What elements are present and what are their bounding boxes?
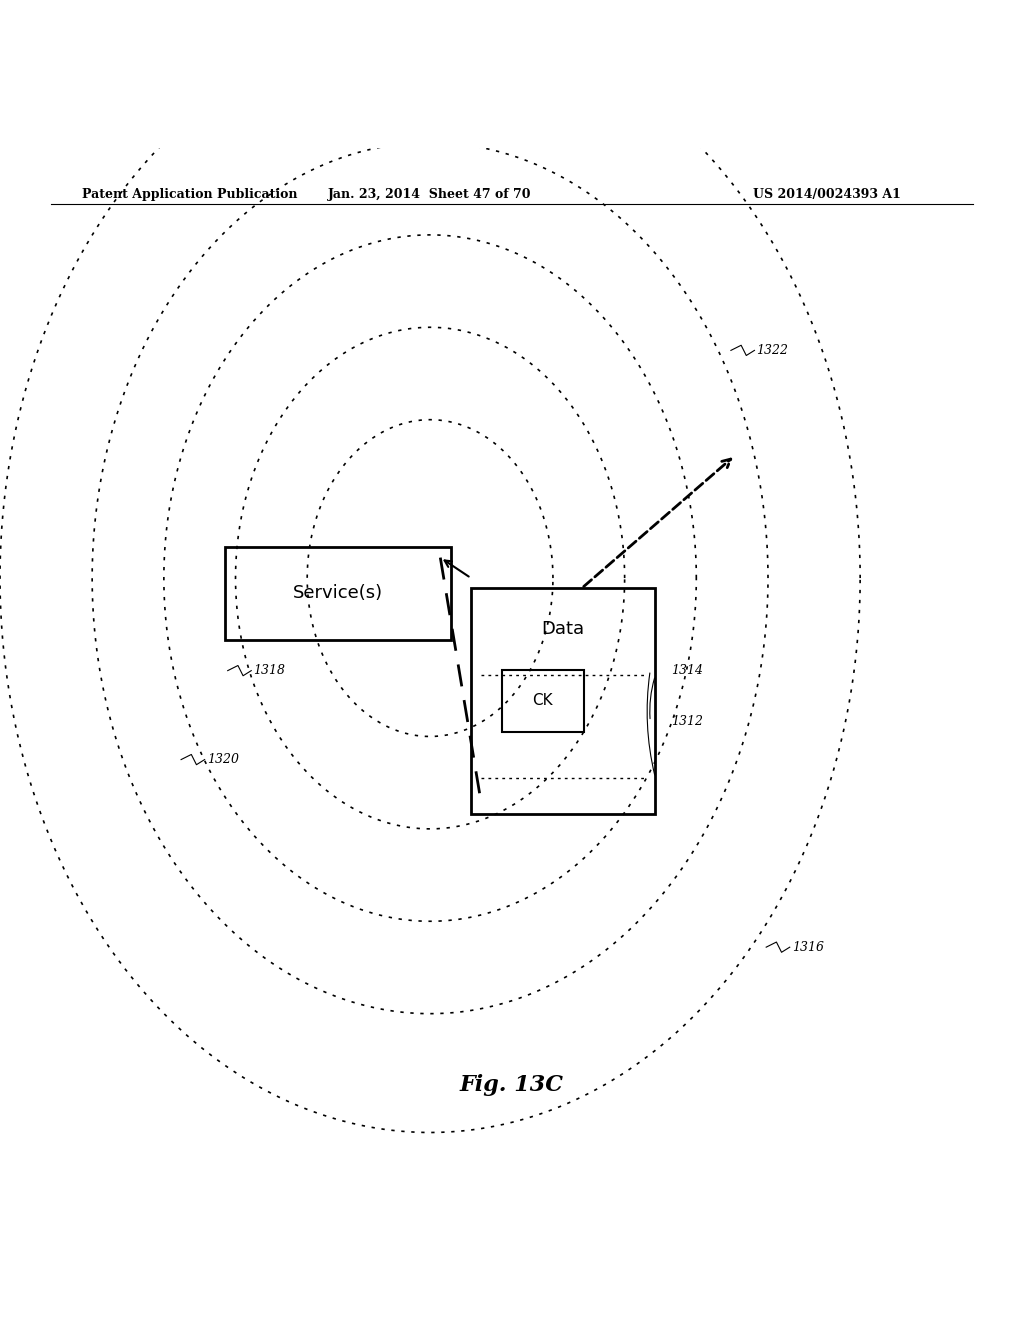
Text: Service(s): Service(s) [293, 585, 383, 602]
FancyBboxPatch shape [471, 589, 655, 813]
Text: 1320: 1320 [207, 754, 239, 766]
Text: Fig. 13C: Fig. 13C [460, 1074, 564, 1096]
FancyBboxPatch shape [502, 671, 584, 731]
Text: Patent Application Publication: Patent Application Publication [82, 187, 297, 201]
Text: CK: CK [532, 693, 553, 709]
Text: US 2014/0024393 A1: US 2014/0024393 A1 [754, 187, 901, 201]
FancyBboxPatch shape [225, 548, 451, 639]
Text: Jan. 23, 2014  Sheet 47 of 70: Jan. 23, 2014 Sheet 47 of 70 [329, 187, 531, 201]
Text: 1312: 1312 [671, 715, 702, 727]
Text: 1318: 1318 [253, 664, 286, 677]
Text: 1314: 1314 [671, 664, 702, 677]
Text: 1316: 1316 [792, 941, 823, 953]
Text: 1322: 1322 [757, 345, 788, 356]
Text: Data: Data [542, 620, 585, 639]
